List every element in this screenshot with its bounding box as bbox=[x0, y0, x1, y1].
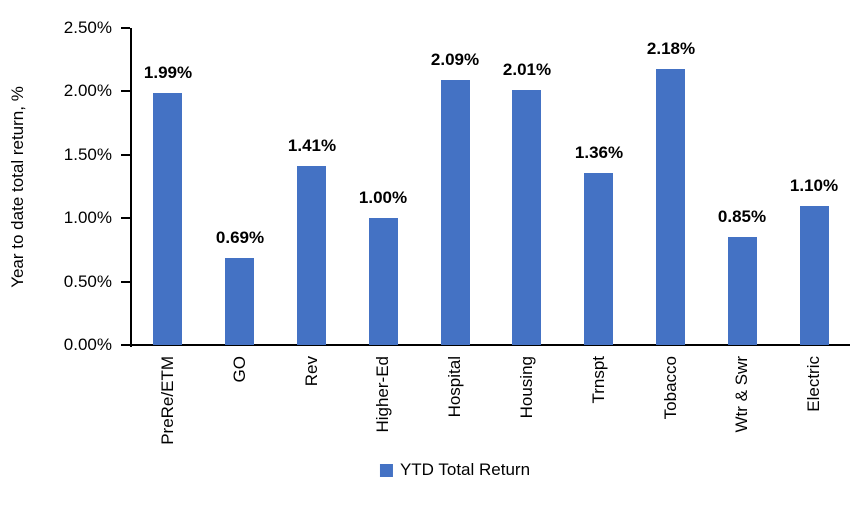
bar-value-label: 1.99% bbox=[143, 63, 193, 82]
bar-Tobacco bbox=[656, 69, 685, 345]
y-axis-title: Year to date total return, % bbox=[0, 28, 36, 345]
bar-value-label: 0.69% bbox=[215, 228, 265, 247]
bar-value-label: 1.36% bbox=[574, 143, 624, 162]
y-tick-label: 1.50% bbox=[63, 145, 112, 164]
x-category-label: Hospital bbox=[445, 356, 464, 418]
bar-value-label: 1.41% bbox=[287, 136, 337, 155]
y-tick-label: 1.00% bbox=[63, 208, 112, 227]
bar-Rev bbox=[297, 166, 326, 345]
y-axis-line bbox=[130, 28, 132, 347]
x-category-label: PreRe/ETM bbox=[158, 356, 177, 445]
bar-value-label: 2.18% bbox=[646, 39, 696, 58]
bar-value-label: 2.09% bbox=[430, 50, 480, 69]
legend-label: YTD Total Return bbox=[399, 460, 531, 479]
x-category-label: Rev bbox=[302, 356, 321, 387]
y-tick-label: 0.50% bbox=[63, 272, 112, 291]
y-tick-mark bbox=[121, 217, 130, 219]
x-category-label: GO bbox=[230, 356, 249, 383]
bar-Trnspt bbox=[584, 173, 613, 345]
bar-GO bbox=[225, 258, 254, 345]
x-category-label: Wtr & Swr bbox=[732, 356, 751, 433]
x-category-label: Tobacco bbox=[661, 356, 680, 420]
legend: YTD Total Return bbox=[379, 460, 531, 480]
x-category-label: Higher-Ed bbox=[373, 356, 392, 433]
y-tick-label: 0.00% bbox=[63, 335, 112, 354]
bar-value-label: 1.10% bbox=[789, 176, 839, 195]
y-tick-label: 2.00% bbox=[63, 81, 112, 100]
bar-value-label: 1.00% bbox=[358, 188, 408, 207]
bar-Electric bbox=[800, 206, 829, 345]
bar-PreRe/ETM bbox=[153, 93, 182, 345]
x-category-label: Trnspt bbox=[589, 356, 608, 404]
x-category-label: Housing bbox=[517, 356, 536, 419]
x-axis-line bbox=[130, 344, 850, 346]
x-category-label: Electric bbox=[804, 356, 823, 412]
y-tick-mark bbox=[121, 154, 130, 156]
bar-Hospital bbox=[441, 80, 470, 345]
y-tick-label: 2.50% bbox=[63, 18, 112, 37]
bar-value-label: 0.85% bbox=[717, 207, 767, 226]
y-axis-title-text: Year to date total return, % bbox=[8, 85, 28, 288]
bar-Higher-Ed bbox=[369, 218, 398, 345]
bar-value-label: 2.01% bbox=[502, 60, 552, 79]
bar-Wtr & Swr bbox=[728, 237, 757, 345]
y-tick-mark bbox=[121, 344, 130, 346]
y-tick-mark bbox=[121, 90, 130, 92]
legend-swatch bbox=[379, 463, 393, 477]
y-tick-mark bbox=[121, 281, 130, 283]
bar-Housing bbox=[512, 90, 541, 345]
y-tick-mark bbox=[121, 27, 130, 29]
